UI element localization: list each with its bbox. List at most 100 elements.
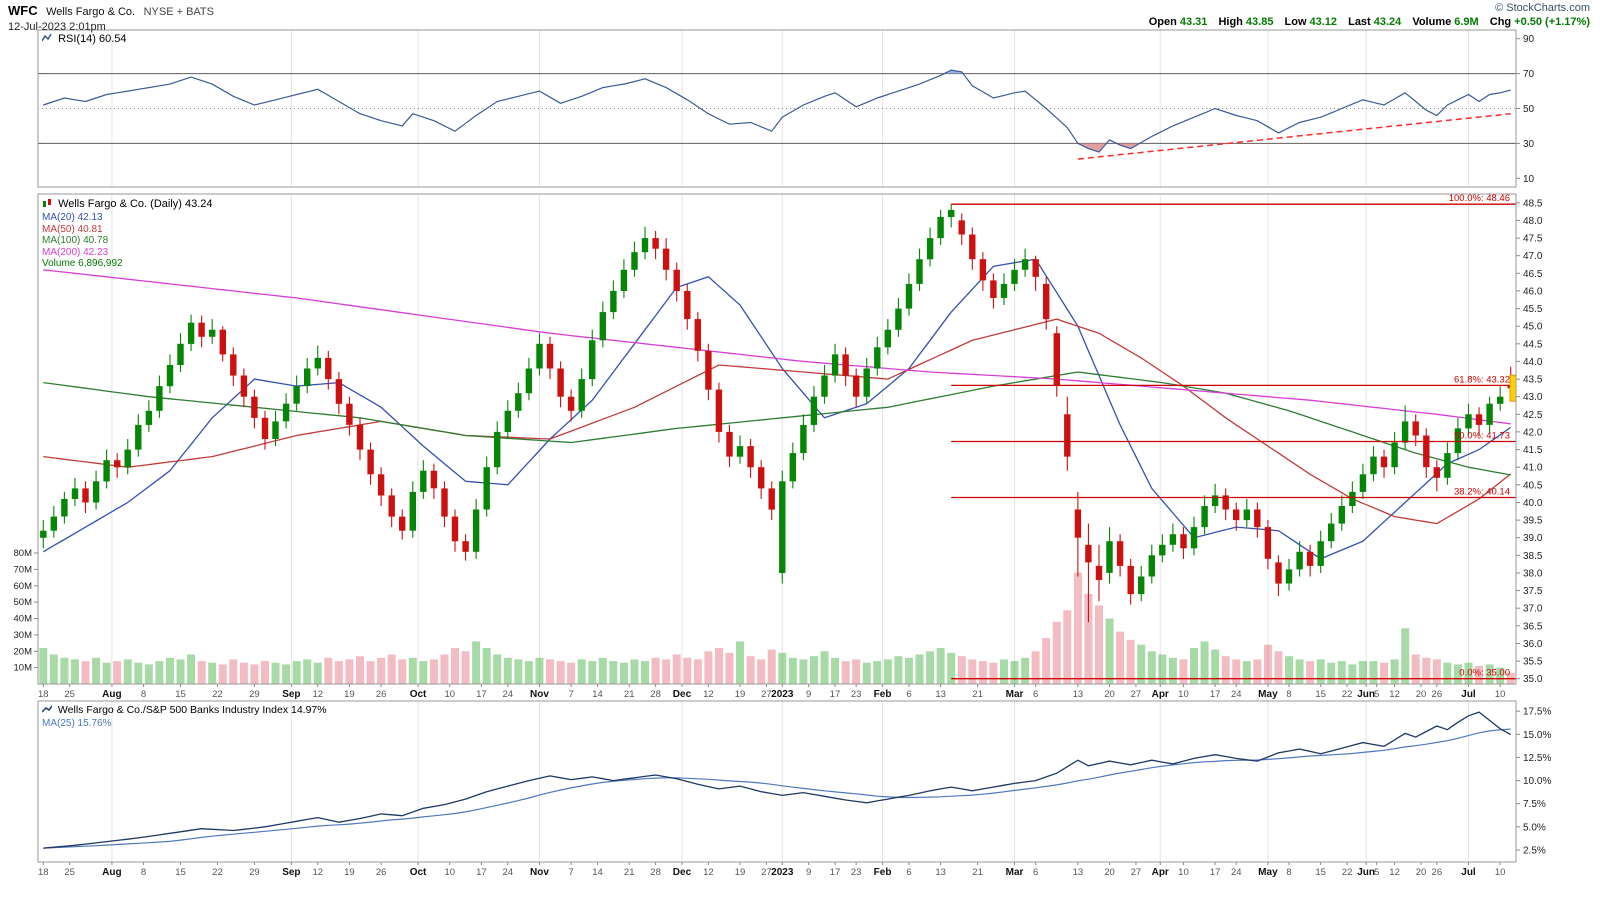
- svg-text:26: 26: [1432, 867, 1443, 878]
- svg-text:12: 12: [703, 689, 714, 700]
- svg-text:0.0%: 35.00: 0.0%: 35.00: [1459, 668, 1510, 679]
- svg-text:Apr: Apr: [1152, 689, 1169, 700]
- svg-text:Aug: Aug: [102, 867, 121, 878]
- svg-text:10: 10: [1495, 867, 1506, 878]
- svg-text:22: 22: [212, 867, 223, 878]
- svg-text:25: 25: [64, 867, 75, 878]
- svg-text:10: 10: [444, 867, 455, 878]
- svg-text:Jun: Jun: [1357, 867, 1375, 878]
- exchange-label: NYSE + BATS: [143, 6, 214, 18]
- svg-text:20: 20: [1104, 867, 1115, 878]
- svg-text:50: 50: [1523, 104, 1535, 115]
- low-value: 43.12: [1309, 16, 1338, 28]
- svg-text:12.5%: 12.5%: [1523, 753, 1551, 764]
- svg-text:5: 5: [1374, 689, 1379, 700]
- svg-text:20: 20: [1416, 689, 1427, 700]
- svg-text:50.0%: 41.73: 50.0%: 41.73: [1454, 430, 1510, 441]
- svg-text:6: 6: [906, 867, 911, 878]
- quote-block: © StockCharts.com Open 43.31 High 43.85 Lo…: [1141, 2, 1590, 28]
- svg-text:18: 18: [38, 689, 49, 700]
- ratio-ma-line: [43, 728, 1511, 849]
- svg-text:Oct: Oct: [410, 867, 427, 878]
- svg-text:9: 9: [806, 867, 811, 878]
- svg-text:15: 15: [175, 689, 186, 700]
- svg-text:10: 10: [1495, 689, 1506, 700]
- last-label: Last: [1348, 16, 1371, 28]
- ma200-line: [43, 269, 1511, 425]
- svg-text:27: 27: [1131, 867, 1142, 878]
- last-price-marker: [1509, 374, 1517, 402]
- svg-text:13: 13: [1073, 689, 1084, 700]
- svg-text:Nov: Nov: [530, 867, 549, 878]
- svg-text:5.0%: 5.0%: [1523, 822, 1546, 833]
- rsi-line: [43, 69, 1511, 153]
- svg-text:17: 17: [830, 867, 841, 878]
- svg-text:Feb: Feb: [874, 689, 892, 700]
- svg-text:46.5: 46.5: [1523, 269, 1543, 280]
- svg-text:40.0: 40.0: [1523, 498, 1543, 509]
- svg-text:13: 13: [935, 689, 946, 700]
- open-label: Open: [1148, 16, 1177, 28]
- company-name: Wells Fargo & Co.: [46, 6, 136, 18]
- svg-text:8: 8: [1286, 867, 1291, 878]
- svg-text:50M: 50M: [14, 597, 33, 608]
- svg-text:17: 17: [476, 689, 487, 700]
- price-panel: 100.0%: 48.46 61.8%: 43.32 50.0%: 41.73 38.…: [39, 193, 1517, 685]
- svg-text:7.5%: 7.5%: [1523, 799, 1546, 810]
- svg-text:Sep: Sep: [282, 867, 300, 878]
- svg-text:25: 25: [64, 689, 75, 700]
- svg-text:39.5: 39.5: [1523, 516, 1543, 527]
- svg-text:Jul: Jul: [1461, 867, 1476, 878]
- ma50-line: [43, 318, 1512, 525]
- copyright-label: © StockCharts.com: [1495, 2, 1590, 14]
- svg-text:38.2%: 40.14: 38.2%: 40.14: [1454, 487, 1510, 498]
- svg-text:5: 5: [1374, 867, 1379, 878]
- svg-text:Oct: Oct: [410, 689, 427, 700]
- svg-text:6: 6: [906, 689, 911, 700]
- svg-text:43.5: 43.5: [1523, 375, 1543, 386]
- svg-text:2023: 2023: [771, 867, 794, 878]
- svg-text:Dec: Dec: [673, 689, 692, 700]
- svg-text:Apr: Apr: [1152, 867, 1169, 878]
- svg-text:22: 22: [212, 689, 223, 700]
- svg-text:Aug: Aug: [102, 689, 121, 700]
- svg-text:38.0: 38.0: [1523, 568, 1543, 579]
- svg-text:15: 15: [1315, 689, 1326, 700]
- svg-text:24: 24: [1231, 867, 1242, 878]
- svg-text:44.0: 44.0: [1523, 357, 1543, 368]
- chg-label: Chg: [1489, 16, 1512, 28]
- volume-label: Volume: [1412, 16, 1452, 28]
- svg-text:10: 10: [1178, 689, 1189, 700]
- svg-text:35.0: 35.0: [1523, 674, 1543, 685]
- svg-text:23: 23: [851, 867, 862, 878]
- low-label: Low: [1284, 16, 1307, 28]
- symbol-block: WFC Wells Fargo & Co. NYSE + BATS 12-Jul…: [8, 2, 214, 33]
- svg-text:24: 24: [1231, 689, 1242, 700]
- svg-text:21: 21: [624, 867, 635, 878]
- quote-line: Open 43.31 High 43.85 Low 43.12 Last 43.24 V…: [1141, 16, 1590, 28]
- svg-text:37.0: 37.0: [1523, 604, 1543, 615]
- svg-text:60M: 60M: [14, 581, 33, 592]
- svg-text:19: 19: [344, 689, 355, 700]
- svg-text:15: 15: [1315, 867, 1326, 878]
- svg-text:20: 20: [1104, 689, 1115, 700]
- svg-text:23: 23: [851, 689, 862, 700]
- svg-text:12: 12: [703, 867, 714, 878]
- svg-text:15.0%: 15.0%: [1523, 730, 1551, 741]
- svg-text:80M: 80M: [14, 548, 33, 559]
- svg-text:21: 21: [624, 689, 635, 700]
- svg-text:20M: 20M: [14, 646, 33, 657]
- svg-text:19: 19: [735, 867, 746, 878]
- svg-text:70M: 70M: [14, 564, 33, 575]
- svg-text:19: 19: [344, 867, 355, 878]
- svg-text:61.8%: 43.32: 61.8%: 43.32: [1454, 374, 1510, 385]
- svg-text:7: 7: [568, 867, 573, 878]
- rsi-overbought-fill: [43, 70, 1511, 74]
- ticker-symbol: WFC: [8, 3, 38, 18]
- svg-text:41.5: 41.5: [1523, 445, 1543, 456]
- svg-text:40M: 40M: [14, 614, 33, 625]
- svg-text:39.0: 39.0: [1523, 533, 1543, 544]
- svg-text:8: 8: [141, 867, 146, 878]
- svg-text:40.5: 40.5: [1523, 480, 1543, 491]
